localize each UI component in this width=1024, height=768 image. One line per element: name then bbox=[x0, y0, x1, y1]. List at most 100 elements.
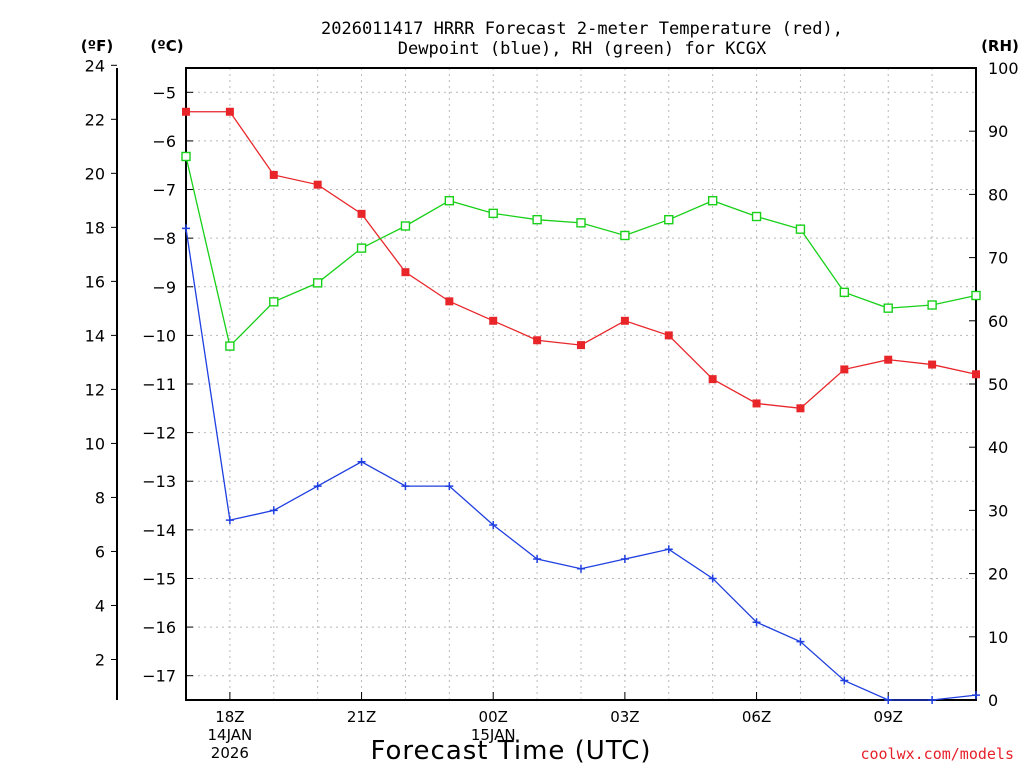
fahrenheit-tick-label: 12 bbox=[85, 380, 105, 399]
celsius-tick-label: −5 bbox=[152, 83, 176, 102]
x-axis-label: Forecast Time (UTC) bbox=[370, 736, 651, 766]
rh-tick-label: 90 bbox=[988, 122, 1008, 141]
credit-text: coolwx.com/models bbox=[860, 745, 1014, 763]
rh-point bbox=[707, 196, 718, 206]
celsius-unit-label: (ºC) bbox=[150, 37, 183, 55]
fahrenheit-axis: 24 22 20 18 16 14 12 10 8 6 4 2 bbox=[85, 56, 117, 669]
fahrenheit-tick-label: 18 bbox=[85, 218, 105, 237]
rh-unit-label: (RH) bbox=[981, 37, 1019, 55]
rh-point bbox=[400, 221, 411, 231]
temperature-point bbox=[445, 297, 454, 306]
rh-tick-label: 70 bbox=[988, 249, 1008, 268]
rh-point bbox=[181, 151, 191, 162]
dewpoint-point bbox=[313, 482, 322, 491]
temperature-point bbox=[489, 316, 498, 325]
temperature-point bbox=[182, 107, 190, 116]
temperature-point bbox=[840, 365, 849, 374]
temperature-point bbox=[752, 399, 761, 408]
chart-title-line1: 2026011417 HRRR Forecast 2-meter Tempera… bbox=[321, 19, 843, 39]
rh-point bbox=[620, 230, 630, 241]
rh-point bbox=[312, 278, 323, 288]
time-tick-label: 15JAN bbox=[471, 726, 516, 744]
dewpoint-point bbox=[664, 545, 673, 554]
fahrenheit-tick-label: 8 bbox=[95, 488, 105, 507]
rh-point bbox=[839, 287, 850, 298]
rh-tick-label: 60 bbox=[988, 312, 1008, 331]
temperature-point bbox=[884, 355, 893, 364]
rh-point bbox=[664, 214, 674, 225]
temperature-point bbox=[313, 180, 322, 189]
rh-point bbox=[795, 224, 806, 234]
time-tick-label: 2026 bbox=[211, 744, 249, 762]
series-layer bbox=[181, 107, 981, 704]
dewpoint-point bbox=[796, 637, 805, 646]
dewpoint-point bbox=[182, 224, 190, 233]
rh-point bbox=[269, 297, 279, 307]
rh-point bbox=[488, 208, 498, 219]
dewpoint-point bbox=[752, 618, 761, 627]
celsius-tick-label: −12 bbox=[142, 424, 176, 443]
rh-tick-label: 40 bbox=[988, 438, 1008, 457]
time-tick-label: 09Z bbox=[874, 708, 903, 726]
temperature-point bbox=[401, 268, 410, 277]
temperature-point bbox=[708, 375, 717, 384]
celsius-axis: −5 −6 −7 −8 −9 −10 −11 −12 −13 −14 −15 −16 −17 bbox=[142, 83, 193, 686]
fahrenheit-tick-label: 24 bbox=[85, 56, 105, 75]
dewpoint-point bbox=[840, 676, 849, 685]
dewpoint-point bbox=[269, 506, 278, 515]
celsius-tick-label: −14 bbox=[142, 521, 176, 540]
fahrenheit-tick-label: 20 bbox=[85, 164, 105, 183]
rh-point bbox=[927, 300, 937, 310]
temperature-series bbox=[182, 107, 980, 413]
temperature-point bbox=[796, 404, 805, 413]
time-tick-label: 18Z bbox=[215, 708, 244, 726]
dewpoint-point bbox=[972, 691, 980, 700]
temperature-point bbox=[269, 170, 278, 179]
time-tick-label: 21Z bbox=[347, 708, 376, 726]
celsius-tick-label: −10 bbox=[142, 326, 176, 345]
rh-tick-label: 20 bbox=[988, 565, 1008, 584]
celsius-tick-label: −13 bbox=[142, 472, 176, 491]
dewpoint-point bbox=[533, 555, 542, 564]
temperature-point bbox=[972, 370, 980, 379]
rh-tick-label: 100 bbox=[988, 59, 1019, 78]
dewpoint-point bbox=[708, 574, 717, 583]
time-tick-label: 00Z bbox=[479, 708, 508, 726]
dewpoint-point bbox=[225, 516, 234, 525]
celsius-tick-label: −15 bbox=[142, 569, 176, 588]
rh-tick-label: 10 bbox=[988, 628, 1008, 647]
rh-tick-label: 50 bbox=[988, 375, 1008, 394]
celsius-tick-label: −16 bbox=[142, 618, 176, 637]
time-tick-label: 03Z bbox=[610, 708, 639, 726]
dewpoint-point bbox=[928, 696, 937, 704]
celsius-tick-label: −6 bbox=[152, 132, 176, 151]
dewpoint-point bbox=[489, 520, 498, 529]
rh-point bbox=[971, 290, 981, 301]
fahrenheit-tick-label: 6 bbox=[95, 542, 105, 561]
rh-point bbox=[751, 211, 762, 222]
celsius-tick-label: −9 bbox=[152, 278, 176, 297]
rh-series bbox=[181, 151, 981, 351]
celsius-tick-label: −11 bbox=[142, 375, 176, 394]
temperature-point bbox=[620, 316, 629, 325]
plot-frame bbox=[185, 67, 977, 701]
rh-point bbox=[532, 214, 542, 225]
fahrenheit-tick-label: 22 bbox=[85, 110, 105, 129]
celsius-tick-label: −7 bbox=[152, 181, 176, 200]
temperature-point bbox=[357, 209, 366, 218]
rh-point bbox=[444, 196, 455, 206]
dewpoint-series bbox=[182, 224, 980, 704]
dewpoint-point bbox=[620, 555, 629, 564]
dewpoint-point bbox=[357, 457, 366, 466]
temperature-point bbox=[928, 360, 937, 369]
rh-tick-label: 80 bbox=[988, 185, 1008, 204]
temperature-point bbox=[577, 341, 585, 350]
rh-point bbox=[356, 243, 367, 253]
fahrenheit-tick-label: 4 bbox=[95, 596, 105, 615]
rh-point bbox=[883, 303, 893, 313]
rh-tick-label: 0 bbox=[988, 691, 998, 710]
fahrenheit-tick-label: 16 bbox=[85, 272, 105, 291]
time-tick-label: 06Z bbox=[742, 708, 771, 726]
